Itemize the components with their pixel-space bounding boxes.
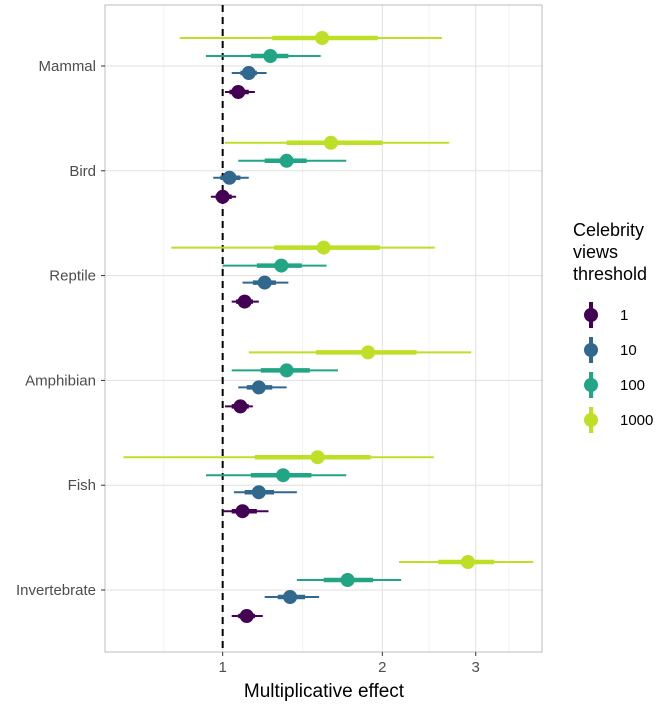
y-tick-label: Reptile	[49, 268, 96, 285]
x-tick-label: 3	[472, 659, 480, 676]
point-estimate	[276, 468, 291, 483]
panel-border	[104, 4, 543, 653]
y-tick-label: Bird	[69, 163, 96, 180]
point-estimate	[251, 485, 266, 500]
legend-key-point	[584, 378, 598, 392]
point-estimate	[283, 590, 298, 604]
point-estimate	[237, 294, 252, 309]
point-estimate	[340, 573, 355, 587]
legend-label: 1	[620, 307, 628, 324]
point-estimate	[231, 85, 246, 99]
legend-title-line: views	[573, 242, 618, 262]
y-tick-label: Fish	[68, 477, 96, 494]
plot-marks	[123, 5, 534, 652]
legend-key-point	[584, 308, 598, 322]
point-estimate	[251, 380, 266, 395]
point-estimate	[274, 258, 289, 273]
axis-labels: Mammal Bird Reptile Amphibian Fish Invertebra…	[16, 58, 480, 676]
point-estimate	[241, 66, 256, 80]
y-tick-label: Mammal	[38, 58, 96, 75]
point-estimate	[239, 609, 254, 623]
x-axis-title: Multiplicative effect	[244, 681, 405, 702]
point-estimate	[315, 31, 330, 45]
point-estimate	[222, 170, 237, 185]
legend-key-point	[584, 343, 598, 357]
legend-label: 10	[620, 342, 637, 359]
x-tick-label: 1	[218, 659, 226, 676]
point-estimate	[460, 555, 475, 569]
point-estimate	[257, 275, 272, 290]
point-estimate	[310, 450, 325, 465]
y-tick-label: Invertebrate	[16, 582, 96, 599]
legend-key-point	[584, 413, 598, 427]
legend-label: 100	[620, 377, 645, 394]
legend-title-line: threshold	[573, 264, 647, 284]
point-estimate	[279, 153, 294, 168]
point-estimate	[215, 189, 230, 204]
legend-label: 1000	[620, 412, 653, 429]
point-estimate	[323, 135, 338, 150]
point-estimate	[235, 504, 250, 519]
y-tick-label: Amphibian	[25, 372, 96, 389]
point-estimate	[316, 240, 331, 255]
legend-title-line: Celebrity	[573, 220, 644, 240]
plot-panel	[104, 4, 543, 653]
point-estimate	[233, 399, 248, 414]
point-estimate	[279, 363, 294, 378]
x-tick-label: 2	[378, 659, 386, 676]
point-estimate	[361, 345, 376, 360]
panel-background	[105, 5, 542, 652]
point-estimate	[263, 49, 278, 63]
